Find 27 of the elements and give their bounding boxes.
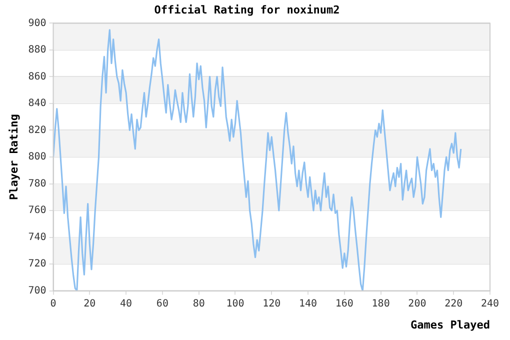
x-tick-label: 20 <box>84 298 96 310</box>
x-tick-label: 140 <box>298 298 318 310</box>
y-tick-label: 760 <box>28 205 46 216</box>
y-tick-label: 840 <box>28 98 46 110</box>
x-tick-label: 0 <box>50 298 56 310</box>
y-tick-label: 800 <box>28 152 46 163</box>
y-tick-label: 740 <box>28 232 46 243</box>
x-tick-label: 240 <box>480 298 500 310</box>
x-tick-label: 160 <box>335 298 354 310</box>
y-tick-label: 900 <box>28 18 46 29</box>
y-tick-label: 780 <box>28 178 46 190</box>
chart-title: Official Rating for noxinum2 <box>154 3 340 16</box>
y-tick-label: 720 <box>28 258 46 270</box>
y-tick-label: 700 <box>28 285 46 296</box>
x-tick-label: 40 <box>120 298 132 310</box>
x-tick-label: 80 <box>192 298 205 310</box>
x-tick-label: 120 <box>262 298 281 310</box>
y-tick-label: 860 <box>28 71 46 82</box>
x-tick-label: 180 <box>372 298 390 310</box>
y-axis-title: Player Rating <box>7 114 20 200</box>
x-tick-label: 100 <box>226 298 244 310</box>
x-tick-label: 200 <box>408 298 426 310</box>
x-tick-label: 60 <box>156 298 168 310</box>
x-axis-title: Games Played <box>410 318 490 332</box>
x-tick-label: 220 <box>444 298 463 310</box>
y-tick-label: 880 <box>28 44 46 56</box>
y-tick-label: 820 <box>28 124 46 136</box>
